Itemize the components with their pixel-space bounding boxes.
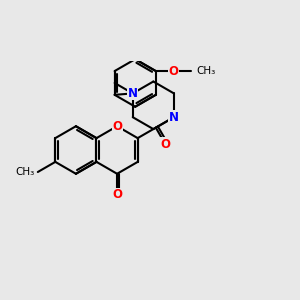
Text: N: N [128, 87, 138, 100]
Text: CH₃: CH₃ [16, 167, 35, 177]
Text: O: O [112, 188, 122, 201]
Text: CH₃: CH₃ [196, 66, 215, 76]
Text: O: O [169, 64, 178, 78]
Text: O: O [112, 120, 122, 133]
Text: O: O [160, 138, 171, 151]
Text: N: N [169, 111, 179, 124]
